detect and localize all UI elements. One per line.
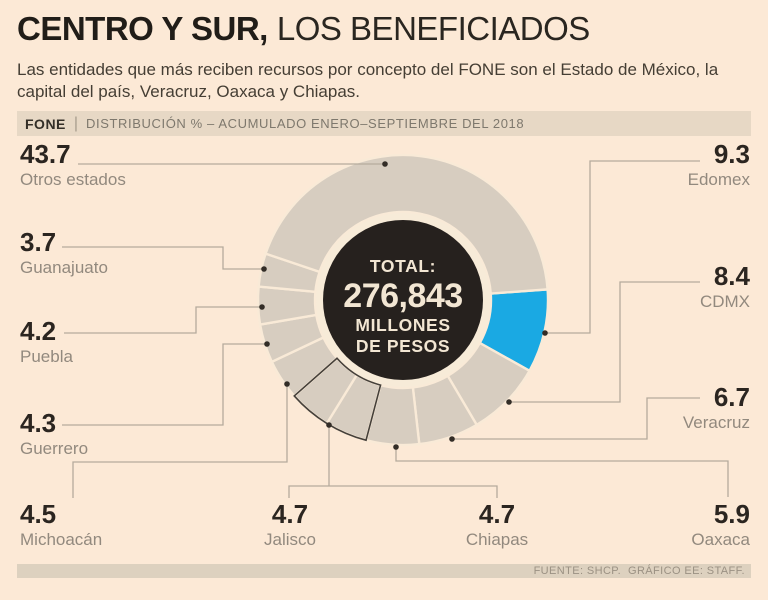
leader-dot bbox=[449, 436, 455, 442]
leader-line bbox=[452, 397, 700, 440]
leader-line bbox=[395, 447, 729, 497]
subtitle: Las entidades que más reciben recursos p… bbox=[17, 60, 719, 102]
slice-label: Jalisco bbox=[264, 530, 316, 550]
leader-line bbox=[62, 246, 264, 270]
highlight-outline bbox=[293, 357, 382, 442]
center-total-line2: 276,843 bbox=[343, 277, 462, 315]
callout-michoacan: 4.5 Michoacán bbox=[20, 499, 103, 550]
slice-value: 5.9 bbox=[713, 499, 750, 529]
slice-value: 4.3 bbox=[20, 408, 57, 438]
callout-edomex: 9.3 Edomex bbox=[687, 139, 750, 190]
callout-jalisco: 4.7 Jalisco bbox=[264, 499, 316, 550]
callout-cdmx: 8.4 CDMX bbox=[699, 261, 750, 312]
slice-value: 3.7 bbox=[20, 227, 57, 257]
callout-veracruz: 6.7 Veracruz bbox=[682, 382, 750, 433]
leader-dot bbox=[382, 161, 388, 167]
slice-value: 4.7 bbox=[271, 499, 309, 529]
slice-value: 43.7 bbox=[20, 139, 71, 169]
leader-dot bbox=[259, 304, 265, 310]
source-text: FUENTE: SHCP. GRÁFICO EE: STAFF. bbox=[533, 565, 745, 577]
center-total-line4: DE PESOS bbox=[356, 336, 450, 356]
leader-dot bbox=[542, 330, 548, 336]
chart-kicker-bar: FONE | DISTRIBUCIÓN % – ACUMULADO ENERO–… bbox=[17, 111, 751, 136]
callout-otros-estados: 43.7 Otros estados bbox=[20, 139, 126, 190]
callout-oaxaca: 5.9 Oaxaca bbox=[691, 499, 750, 550]
slice-label: Guanajuato bbox=[20, 258, 108, 278]
title-emphasis: CENTRO Y SUR, bbox=[17, 10, 268, 47]
leader-dot bbox=[506, 399, 512, 405]
leader-line bbox=[288, 485, 498, 498]
center-total-line3: MILLONES bbox=[355, 315, 450, 335]
callout-chiapas: 4.7 Chiapas bbox=[465, 499, 529, 550]
kicker-text: DISTRIBUCIÓN % – ACUMULADO ENERO–SEPTIEM… bbox=[86, 116, 525, 131]
slice-label: Veracruz bbox=[682, 413, 750, 433]
slice-value: 4.2 bbox=[20, 316, 57, 346]
slice-value: 9.3 bbox=[713, 139, 750, 169]
leader-dot bbox=[264, 341, 270, 347]
slice-label: Chiapas bbox=[465, 530, 529, 550]
page-title: CENTRO Y SUR, LOS BENEFICIADOS bbox=[17, 10, 590, 48]
slice-label: Michoacán bbox=[20, 530, 103, 550]
leader-line bbox=[64, 306, 262, 334]
slice-label: Edomex bbox=[687, 170, 750, 190]
slice-otros-estados bbox=[264, 153, 549, 295]
leader-line bbox=[509, 281, 700, 403]
source-bar: FUENTE: SHCP. GRÁFICO EE: STAFF. bbox=[17, 564, 751, 578]
donut-center bbox=[323, 220, 483, 380]
title-rest: LOS BENEFICIADOS bbox=[276, 10, 590, 47]
slice-label: Guerrero bbox=[20, 439, 89, 459]
center-total-line1: TOTAL: bbox=[370, 256, 436, 276]
kicker-divider: | bbox=[73, 114, 79, 132]
leader-dot bbox=[393, 444, 399, 450]
leader-dot bbox=[261, 266, 267, 272]
slice-value: 4.7 bbox=[478, 499, 516, 529]
slice-label: Otros estados bbox=[20, 170, 126, 190]
callout-guanajuato: 3.7 Guanajuato bbox=[20, 227, 108, 278]
leader-dot bbox=[284, 381, 290, 387]
callout-guerrero: 4.3 Guerrero bbox=[20, 408, 89, 459]
leader-line bbox=[545, 160, 700, 334]
slice-value: 8.4 bbox=[713, 261, 750, 291]
leader-line bbox=[62, 343, 267, 426]
leader-dot bbox=[326, 422, 332, 428]
slice-value: 4.5 bbox=[20, 499, 57, 529]
callout-puebla: 4.2 Puebla bbox=[20, 316, 73, 367]
slice-value: 6.7 bbox=[713, 382, 750, 412]
slice-label: CDMX bbox=[699, 292, 750, 312]
kicker-tag: FONE bbox=[25, 115, 66, 132]
slice-label: Oaxaca bbox=[691, 530, 750, 550]
leader-line bbox=[72, 384, 288, 498]
slice-label: Puebla bbox=[20, 347, 73, 367]
